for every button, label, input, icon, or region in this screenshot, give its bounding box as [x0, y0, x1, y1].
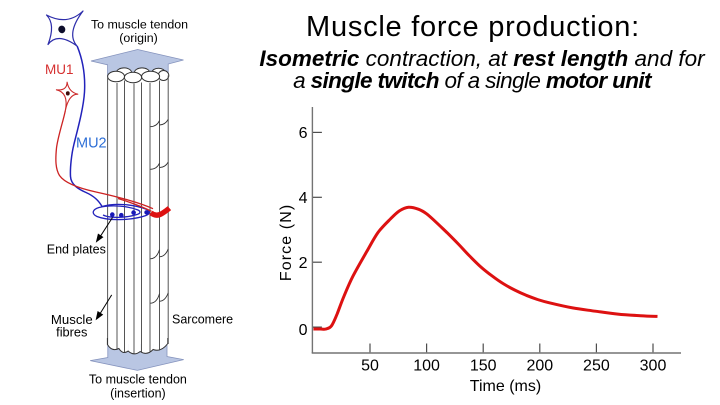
svg-text:100: 100 — [413, 358, 440, 375]
svg-text:End plates: End plates — [47, 242, 106, 256]
svg-text:Time (ms): Time (ms) — [470, 378, 541, 395]
svg-text:300: 300 — [640, 358, 667, 375]
svg-text:MU2: MU2 — [76, 136, 107, 152]
svg-text:Muscle: Muscle — [51, 312, 93, 327]
svg-text:MU1: MU1 — [45, 62, 74, 77]
svg-text:0: 0 — [299, 322, 308, 339]
svg-text:Sarcomere: Sarcomere — [172, 313, 233, 327]
svg-text:200: 200 — [526, 358, 553, 375]
svg-text:fibres: fibres — [56, 325, 87, 340]
svg-text:To muscle tendon: To muscle tendon — [89, 373, 187, 387]
svg-text:To muscle tendon: To muscle tendon — [91, 18, 188, 32]
svg-text:Force (N): Force (N) — [278, 204, 295, 281]
svg-text:6: 6 — [299, 125, 308, 142]
svg-text:(origin): (origin) — [119, 31, 158, 45]
svg-text:2: 2 — [299, 255, 308, 272]
svg-text:50: 50 — [361, 358, 379, 375]
svg-text:4: 4 — [299, 190, 308, 207]
svg-text:(insertion): (insertion) — [110, 386, 166, 400]
svg-text:150: 150 — [470, 358, 497, 375]
svg-text:250: 250 — [583, 358, 610, 375]
